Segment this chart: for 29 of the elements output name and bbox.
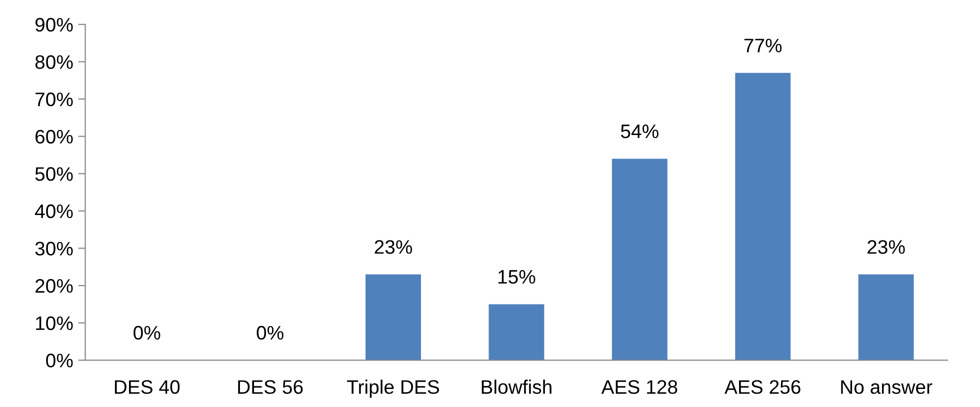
x-tick-label: AES 128 <box>601 380 678 394</box>
y-tick-label: 90% <box>35 18 73 32</box>
y-tick-label: 50% <box>35 167 73 181</box>
y-tick-label: 60% <box>36 130 73 144</box>
data-label: 77% <box>744 38 782 52</box>
data-label: 0% <box>134 326 160 340</box>
x-tick-label: Blowfish <box>482 380 552 394</box>
y-tick-label: 40% <box>34 204 73 218</box>
x-tick-label: DES 40 <box>114 380 180 394</box>
data-label: 54% <box>620 124 658 138</box>
data-label: 23% <box>374 240 412 254</box>
bar <box>488 304 544 360</box>
y-tick-label: 80% <box>35 55 73 69</box>
y-tick-label: 30% <box>35 242 73 256</box>
x-tick-label: AES 256 <box>724 380 800 394</box>
y-tick-label: 0% <box>46 354 73 368</box>
y-tick-label: 20% <box>36 279 73 293</box>
x-tick-label: Triple DES <box>347 380 440 398</box>
bar <box>366 274 421 360</box>
x-tick-label: No answer <box>841 380 932 394</box>
y-tick-label: 10% <box>36 316 73 330</box>
bar <box>735 72 791 360</box>
y-tick-label: 70% <box>36 92 73 106</box>
data-label: 23% <box>868 240 905 254</box>
data-label: 0% <box>256 326 284 340</box>
bar <box>612 158 668 360</box>
x-tick-label: DES 56 <box>238 380 303 394</box>
data-label: 15% <box>498 270 536 284</box>
bar <box>858 274 914 360</box>
